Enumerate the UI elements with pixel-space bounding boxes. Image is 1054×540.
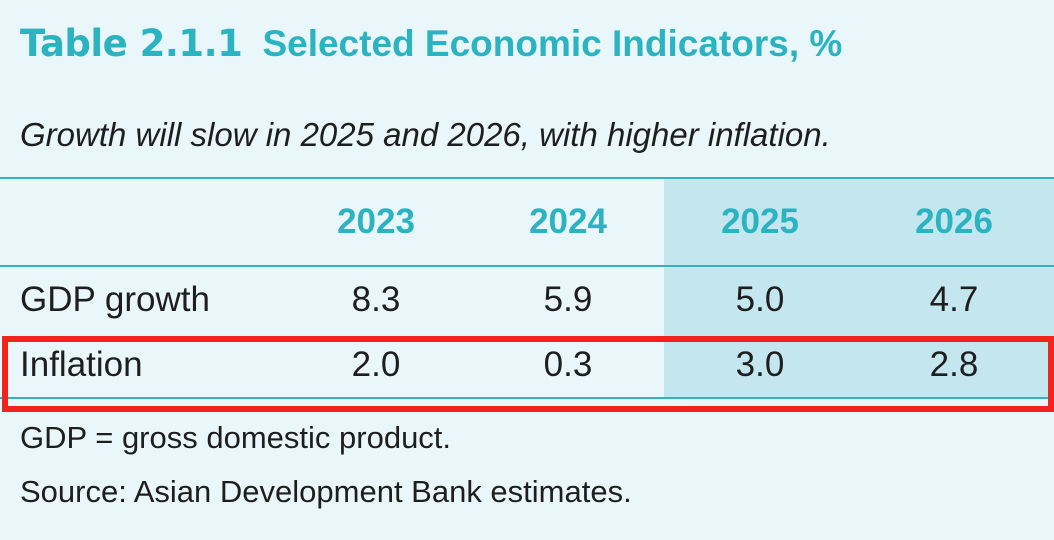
table-cell: 4.7 [929, 280, 979, 319]
row-label: Inflation [20, 345, 143, 384]
table-header-row: 2023 2024 2025 2026 [0, 179, 1054, 265]
table-cell: 5.0 [735, 280, 785, 319]
table-row-gdp-growth: GDP growth 8.3 5.9 5.0 4.7 [0, 267, 1054, 333]
table-top-rule [0, 177, 1054, 179]
table-title-text: Selected Economic Indicators, % [262, 23, 843, 64]
table-number: Table 2.1.1 [20, 22, 243, 65]
table-cell: 0.3 [543, 345, 593, 384]
table-cell: 8.3 [351, 280, 401, 319]
table-row-inflation: Inflation 2.0 0.3 3.0 2.8 [0, 333, 1054, 397]
row-label: GDP growth [20, 280, 210, 319]
table-cell: 3.0 [735, 345, 785, 384]
year-header: 2026 [915, 202, 993, 241]
year-header: 2025 [721, 202, 799, 241]
year-header: 2024 [529, 202, 607, 241]
table-cell: 2.8 [929, 345, 979, 384]
table-title: Table 2.1.1 Selected Economic Indicators… [20, 22, 842, 72]
indicators-table: 2023 2024 2025 2026 GDP growth 8.3 5.9 5… [0, 177, 1054, 399]
table-cell: 2.0 [351, 345, 401, 384]
table-bottom-rule [0, 397, 1054, 399]
table-header-rule [0, 265, 1054, 267]
year-header: 2023 [337, 202, 415, 241]
projection-columns-shading [664, 177, 1054, 399]
table-source: Source: Asian Development Bank estimates… [20, 474, 632, 509]
table-subtitle: Growth will slow in 2025 and 2026, with … [20, 116, 831, 153]
table-cell: 5.9 [543, 280, 593, 319]
table-note: GDP = gross domestic product. [20, 420, 452, 455]
